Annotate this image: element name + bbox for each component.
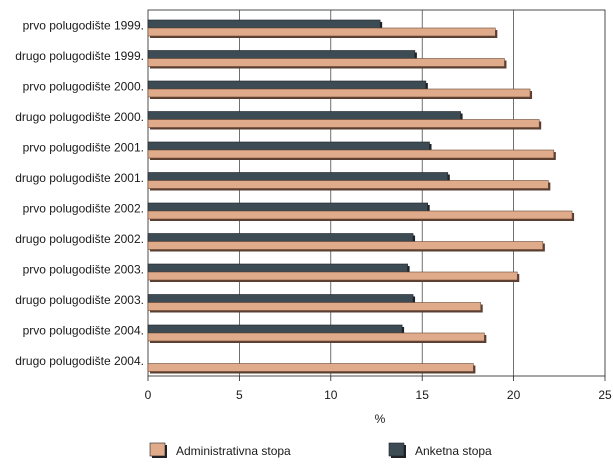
bar-administrativna-stopa — [147, 271, 518, 281]
legend-swatch — [388, 442, 405, 457]
legend-swatch — [149, 442, 166, 457]
x-tick-label: 10 — [324, 388, 338, 402]
category-label: prvo polugodište 2001. — [23, 140, 144, 154]
legend-item: Administrativna stopa — [149, 442, 291, 458]
bar-administrativna-stopa — [147, 88, 531, 98]
x-axis: 0 5 10 15 20 25 — [145, 376, 612, 402]
grid-lines — [239, 10, 514, 376]
bar-anketna-stopa — [147, 172, 449, 181]
x-axis-title: % — [375, 412, 386, 426]
bar-anketna-stopa — [147, 111, 461, 120]
bar-anketna-stopa — [147, 324, 403, 334]
bar-anketna-stopa — [147, 233, 414, 242]
bar-anketna-stopa — [147, 141, 430, 151]
legend-item: Anketna stopa — [388, 442, 492, 458]
category-label: prvo polugodište 2004. — [23, 323, 144, 337]
bar-administrativna-stopa — [147, 149, 555, 159]
legend: Administrativna stopa Anketna stopa — [149, 442, 492, 458]
bar-administrativna-stopa — [147, 302, 481, 311]
bar-administrativna-stopa — [147, 58, 505, 67]
category-label: drugo polugodište 2000. — [15, 110, 144, 124]
legend-label: Anketna stopa — [415, 444, 492, 458]
category-label: prvo polugodište 1999. — [23, 18, 144, 32]
bar-anketna-stopa — [147, 19, 381, 29]
bar-administrativna-stopa — [147, 332, 485, 342]
category-label: drugo polugodište 2002. — [15, 232, 144, 246]
category-label: prvo polugodište 2002. — [23, 201, 144, 215]
category-label: drugo polugodište 1999. — [15, 49, 144, 63]
bar-anketna-stopa — [147, 50, 416, 59]
x-tick-label: 20 — [507, 388, 521, 402]
bar-anketna-stopa — [147, 202, 428, 212]
bar-anketna-stopa — [147, 294, 414, 303]
plot-area-border — [147, 9, 606, 377]
bar-administrativna-stopa — [147, 27, 496, 37]
legend-label: Administrativna stopa — [176, 444, 291, 458]
x-tick-label: 15 — [416, 388, 430, 402]
category-labels: prvo polugodište 1999. drugo polugodište … — [15, 18, 144, 368]
bar-anketna-stopa — [147, 80, 427, 90]
bars — [147, 19, 575, 374]
bar-administrativna-stopa — [147, 180, 549, 189]
bar-administrativna-stopa — [147, 241, 544, 250]
bar-anketna-stopa — [147, 263, 408, 273]
category-label: drugo polugodište 2004. — [15, 354, 144, 368]
bar-administrativna-stopa — [147, 119, 540, 128]
x-tick-label: 25 — [598, 388, 612, 402]
x-tick-label: 0 — [145, 388, 152, 402]
bar-administrativna-stopa — [147, 210, 573, 220]
category-label: drugo polugodište 2003. — [15, 293, 144, 307]
x-tick-label: 5 — [236, 388, 243, 402]
category-label: prvo polugodište 2003. — [23, 262, 144, 276]
bar-administrativna-stopa — [147, 363, 474, 372]
category-label: prvo polugodište 2000. — [23, 79, 144, 93]
category-label: drugo polugodište 2001. — [15, 171, 144, 185]
